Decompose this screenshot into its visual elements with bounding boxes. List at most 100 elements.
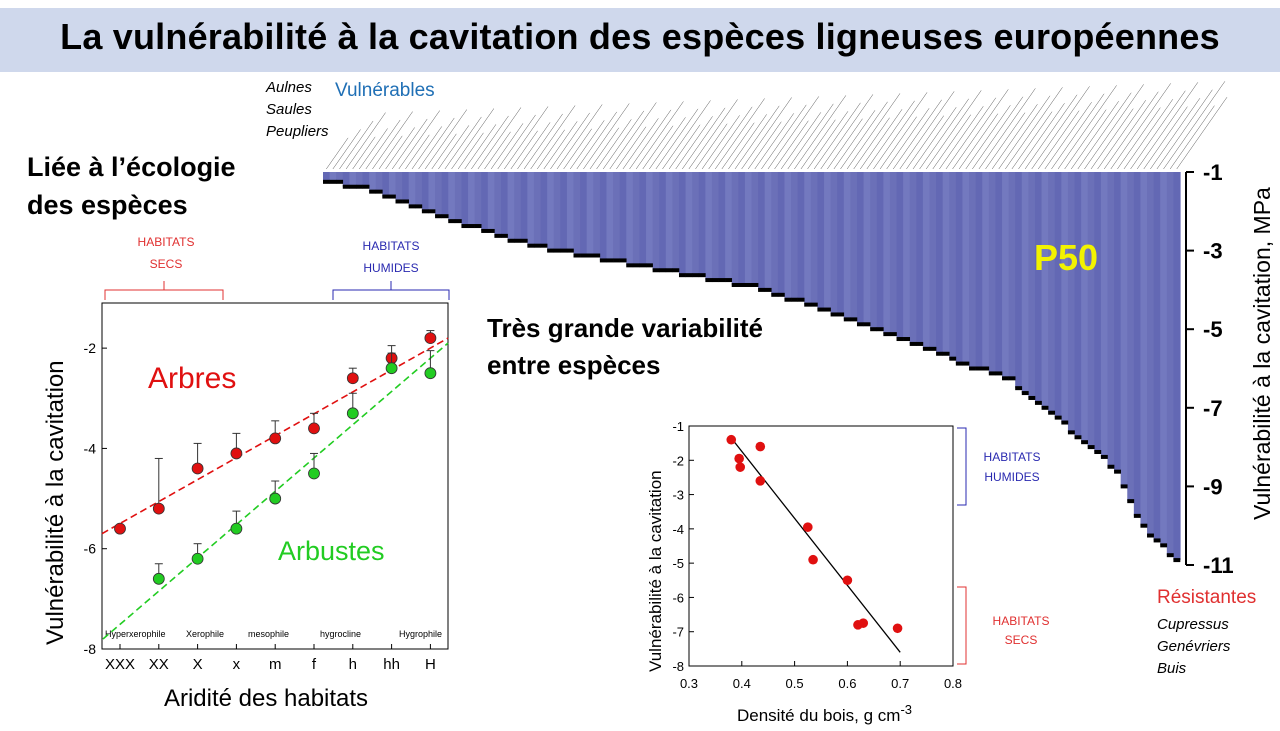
p50-marker bbox=[402, 199, 409, 204]
p50-species-label bbox=[1044, 102, 1092, 170]
p50-bar bbox=[771, 172, 779, 295]
humid-bracket-label-1: HABITATS bbox=[363, 239, 420, 253]
p50-marker bbox=[982, 366, 990, 371]
p50-bar bbox=[711, 172, 720, 281]
p50-bar bbox=[514, 172, 522, 241]
p50-marker bbox=[1041, 405, 1049, 410]
p50-bar bbox=[441, 172, 449, 217]
p50-bar bbox=[1127, 172, 1135, 502]
density-humid-label-2: HUMIDES bbox=[984, 470, 1039, 484]
p50-marker bbox=[514, 238, 522, 243]
p50-bar bbox=[758, 172, 766, 290]
p50-marker bbox=[922, 346, 930, 351]
p50-species-label bbox=[464, 124, 497, 170]
p50-species-label bbox=[1103, 91, 1159, 170]
density-point bbox=[808, 554, 818, 565]
p50-marker bbox=[1034, 400, 1042, 405]
p50-species-label bbox=[688, 99, 738, 170]
p50-bar bbox=[982, 172, 990, 369]
p50-bar bbox=[1054, 172, 1062, 418]
p50-marker bbox=[1054, 415, 1062, 420]
p50-marker bbox=[441, 214, 449, 219]
p50-species-label bbox=[497, 114, 536, 170]
p50-marker bbox=[349, 184, 357, 189]
page-title: La vulnérabilité à la cavitation des esp… bbox=[60, 16, 1220, 57]
p50-bar bbox=[705, 172, 713, 281]
p50-marker bbox=[1074, 435, 1082, 440]
p50-bar bbox=[1107, 172, 1115, 467]
p50-species-label bbox=[1011, 111, 1053, 170]
p50-marker bbox=[870, 327, 878, 332]
p50-species-label bbox=[484, 131, 511, 170]
p50-marker bbox=[744, 282, 752, 287]
p50-marker bbox=[468, 224, 475, 229]
p50-species-label bbox=[629, 109, 672, 170]
p50-bar bbox=[375, 172, 383, 192]
p50-marker bbox=[725, 278, 733, 283]
p50-bar bbox=[1160, 172, 1168, 546]
p50-bar bbox=[494, 172, 502, 236]
p50-species-label bbox=[596, 119, 632, 170]
p50-species-label bbox=[754, 113, 795, 170]
p50-marker bbox=[1087, 445, 1095, 450]
p50-bar bbox=[843, 172, 851, 320]
p50-marker bbox=[626, 263, 634, 268]
aridity-y-tick-label: -6 bbox=[84, 541, 97, 557]
aridity-point-arbres bbox=[230, 447, 243, 460]
p50-species-label bbox=[1031, 86, 1090, 170]
p50-bar bbox=[916, 172, 924, 344]
p50-marker bbox=[738, 282, 746, 287]
p50-marker bbox=[336, 179, 344, 184]
p50-species-label bbox=[767, 96, 820, 170]
p50-species-label bbox=[1090, 108, 1134, 170]
p50-species-label bbox=[919, 98, 969, 170]
p50-marker bbox=[533, 243, 541, 248]
p50-marker bbox=[843, 317, 851, 322]
middle-heading-line-1: Très grande variabilité bbox=[487, 313, 764, 343]
density-y-axis-label: Vulnérabilité à la cavitation bbox=[646, 470, 665, 672]
p50-species-label bbox=[932, 114, 972, 170]
p50-bar bbox=[626, 172, 634, 266]
resistant-genus-3: Buis bbox=[1157, 660, 1187, 677]
p50-bar bbox=[395, 172, 403, 202]
p50-species-label bbox=[701, 115, 740, 170]
p50-marker bbox=[876, 327, 884, 332]
p50-bar bbox=[580, 172, 588, 256]
p50-bar bbox=[896, 172, 904, 340]
p50-marker bbox=[804, 302, 812, 307]
p50-bar bbox=[988, 172, 997, 374]
p50-marker bbox=[652, 268, 660, 273]
aridity-point-arbustes bbox=[424, 367, 437, 380]
p50-species-label bbox=[405, 134, 430, 170]
p50-bar bbox=[949, 172, 957, 359]
p50-species-label bbox=[1156, 89, 1213, 170]
p50-species-label bbox=[912, 107, 957, 170]
density-x-ticks: 0.3 0.4 0.5 0.6 0.7 0.8 bbox=[680, 661, 962, 691]
p50-bar bbox=[1021, 172, 1029, 394]
aridity-y-ticks: -2 -4 -6 -8 bbox=[84, 340, 107, 657]
aridity-x-tick-label: H bbox=[425, 656, 436, 673]
p50-species-label bbox=[477, 107, 522, 170]
p50-bar bbox=[1153, 172, 1161, 541]
p50-y-axis-label: Vulnérabilité à la cavitation, MPa bbox=[1249, 187, 1275, 520]
p50-species-label bbox=[326, 137, 349, 170]
p50-bar bbox=[349, 172, 357, 187]
p50-bar bbox=[1008, 172, 1016, 379]
p50-species-label bbox=[451, 108, 495, 170]
vulnerable-genus-1: Aulnes bbox=[266, 79, 312, 96]
p50-marker bbox=[758, 287, 765, 292]
density-humid-label-1: HABITATS bbox=[984, 450, 1041, 464]
p50-marker bbox=[929, 346, 937, 351]
p50-species-label bbox=[807, 111, 849, 170]
p50-species-label bbox=[879, 116, 917, 170]
p50-bar bbox=[764, 172, 772, 290]
p50-marker bbox=[1173, 558, 1181, 563]
p50-species-label bbox=[385, 127, 415, 170]
p50-bar bbox=[975, 172, 983, 369]
p50-bar bbox=[1147, 172, 1155, 536]
p50-bar bbox=[784, 172, 792, 300]
p50-marker bbox=[448, 219, 456, 224]
p50-species-label bbox=[556, 104, 603, 170]
p50-marker bbox=[665, 268, 673, 273]
